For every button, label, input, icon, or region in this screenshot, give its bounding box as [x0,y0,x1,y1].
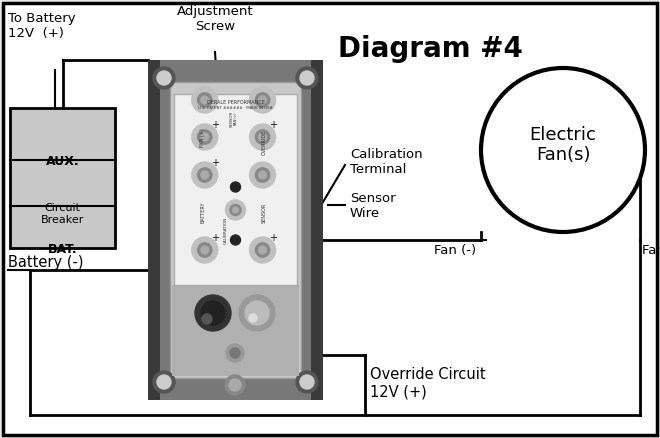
Circle shape [201,133,209,141]
Text: Adjustment
Screw: Adjustment Screw [177,5,253,33]
Text: Electric
Fan(s): Electric Fan(s) [529,126,597,164]
Circle shape [230,235,240,245]
Circle shape [201,301,225,325]
Circle shape [296,371,318,393]
Circle shape [202,314,212,324]
Text: SENSOR
FAN(+): SENSOR FAN(+) [230,110,238,127]
Circle shape [249,87,276,113]
Text: Override Circuit
12V (+): Override Circuit 12V (+) [370,367,486,399]
Circle shape [245,301,269,325]
Circle shape [300,375,314,389]
Circle shape [192,124,218,150]
Circle shape [157,71,171,85]
Circle shape [197,243,212,257]
Text: +: + [211,120,218,130]
Text: Fan (+): Fan (+) [642,244,660,257]
Text: OVERRIDE: OVERRIDE [262,130,267,155]
Circle shape [192,162,218,188]
Circle shape [197,130,212,144]
Text: To Battery
12V  (+): To Battery 12V (+) [8,12,76,40]
Bar [172,285,299,376]
Text: Fan (-): Fan (-) [434,244,476,257]
Text: U.S. PATENT ###### · MADE IN USA: U.S. PATENT ###### · MADE IN USA [198,106,273,110]
Circle shape [226,344,244,362]
Text: CALIBRATION: CALIBRATION [224,216,228,244]
Circle shape [229,379,241,391]
Text: FAN (+): FAN (+) [200,128,205,147]
Circle shape [255,243,270,257]
Bar [174,94,297,285]
Text: Sensor
Wire: Sensor Wire [350,192,395,220]
Circle shape [201,96,209,104]
Circle shape [232,207,238,213]
Bar [148,60,166,400]
Text: Battery (-): Battery (-) [8,255,84,270]
Circle shape [201,171,209,179]
Circle shape [259,171,267,179]
Circle shape [259,96,267,104]
Circle shape [230,205,241,215]
Bar [148,60,323,400]
Text: DERALE PERFORMANCE: DERALE PERFORMANCE [207,100,265,105]
Circle shape [201,246,209,254]
Circle shape [195,295,231,331]
Text: Calibration
Terminal: Calibration Terminal [350,148,422,176]
Text: +: + [211,158,218,168]
Circle shape [481,68,645,232]
Circle shape [259,133,267,141]
Circle shape [255,168,270,182]
Bar [305,60,323,400]
Text: BAT.: BAT. [48,243,77,256]
Bar [160,60,311,400]
Bar [170,82,301,378]
Text: +: + [211,233,218,243]
Bar [10,108,115,248]
Text: +: + [269,120,277,130]
Circle shape [255,93,270,107]
Circle shape [157,375,171,389]
Text: BATTERY: BATTERY [200,202,205,223]
Circle shape [226,200,246,220]
Circle shape [153,67,175,89]
Circle shape [225,375,245,395]
Circle shape [249,237,276,263]
Circle shape [153,371,175,393]
Circle shape [300,71,314,85]
Circle shape [249,124,276,150]
Circle shape [249,162,276,188]
Text: Diagram #4: Diagram #4 [337,35,523,63]
Circle shape [249,314,257,322]
Text: SENSOR: SENSOR [262,202,267,223]
Circle shape [230,182,240,192]
Circle shape [239,295,275,331]
Circle shape [192,237,218,263]
Circle shape [192,87,218,113]
Text: Circuit
Breaker: Circuit Breaker [41,203,84,225]
Circle shape [197,168,212,182]
Text: AUX.: AUX. [46,155,79,168]
Text: +: + [269,233,277,243]
Circle shape [197,93,212,107]
Circle shape [296,67,318,89]
Circle shape [255,130,270,144]
Circle shape [230,348,240,358]
Circle shape [259,246,267,254]
